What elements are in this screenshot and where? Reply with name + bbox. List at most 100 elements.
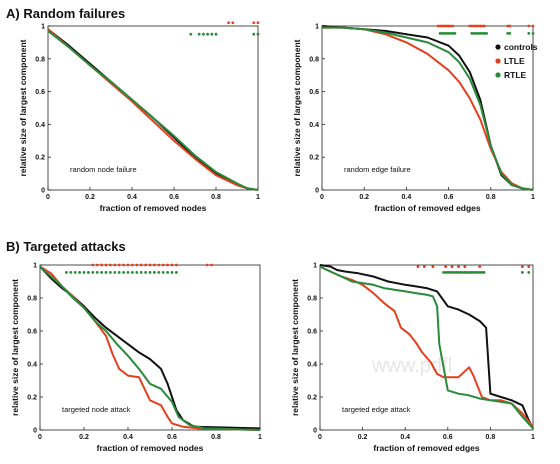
significance-marker (438, 31, 442, 35)
significance-marker (447, 24, 450, 28)
significance-marker (438, 24, 442, 28)
plot-frame (319, 264, 534, 431)
x-tick-label: 0.2 (85, 194, 95, 201)
y-tick-label: 0.2 (27, 395, 37, 402)
y-tick-label: 0.4 (35, 122, 45, 129)
significance-marker (478, 271, 482, 274)
significance-marker (450, 271, 454, 274)
significance-marker (135, 271, 139, 274)
panel-2: 0 0.2 0.4 0.6 0.8 1 0 0.2 0.4 0.6 0.8 1 fraction of … (292, 24, 535, 214)
significance-marker (104, 263, 108, 267)
significance-marker (126, 271, 130, 274)
significance-marker (87, 271, 90, 274)
significance-marker (189, 32, 193, 36)
significance-marker (144, 271, 148, 274)
x-tick-label: 1 (531, 194, 535, 201)
y-tick-label: 1 (315, 24, 319, 31)
significance-marker (454, 271, 458, 274)
significance-marker (144, 263, 148, 267)
legend: controls LTLE RTLE (495, 42, 538, 80)
significance-marker (468, 24, 472, 28)
significance-marker (197, 32, 201, 36)
significance-marker (478, 31, 482, 35)
legend-label: controls (504, 42, 538, 52)
significance-marker (471, 271, 475, 274)
significance-marker (453, 31, 457, 35)
significance-marker (474, 271, 477, 274)
significance-marker (452, 271, 456, 274)
significance-marker (442, 24, 446, 28)
significance-marker (478, 24, 482, 28)
panel-annotation: random edge failure (344, 165, 411, 174)
significance-marker (531, 24, 535, 28)
y-tick-label: 0.4 (27, 362, 37, 369)
y-tick-label: 0.4 (307, 362, 317, 369)
significance-marker (122, 271, 125, 274)
significance-marker (483, 31, 486, 35)
x-tick-label: 0.8 (486, 434, 496, 441)
significance-marker (161, 271, 165, 274)
significance-marker (256, 21, 260, 25)
significance-marker (446, 271, 450, 274)
significance-marker (117, 263, 121, 267)
legend-marker (495, 44, 501, 50)
legend-marker (495, 58, 501, 64)
significance-marker (444, 271, 448, 274)
significance-marker (95, 271, 99, 274)
plot-frame (47, 25, 259, 191)
significance-marker (480, 24, 484, 28)
x-tick-label: 0 (38, 434, 42, 441)
significance-marker (161, 263, 165, 267)
y-axis-label: relative size of largest component (290, 279, 300, 416)
significance-marker (113, 263, 117, 267)
x-tick-label: 0 (320, 194, 324, 201)
significance-marker (135, 263, 139, 267)
significance-marker (448, 271, 452, 274)
significance-marker (480, 271, 484, 274)
significance-marker (527, 271, 531, 274)
significance-marker (170, 263, 174, 267)
significance-marker (527, 265, 531, 269)
significance-marker (451, 31, 455, 35)
significance-marker (478, 265, 482, 269)
significance-marker (451, 24, 455, 28)
y-tick-label: 0 (313, 428, 317, 435)
significance-marker (205, 263, 209, 267)
series-line-3 (39, 265, 261, 431)
x-tick-label: 0.4 (400, 434, 410, 441)
x-axis-label: fraction of removed edges (373, 443, 480, 453)
significance-marker (139, 271, 143, 274)
significance-marker (175, 263, 178, 267)
y-tick-label: 0.2 (307, 395, 317, 402)
significance-marker (480, 31, 484, 35)
y-axis-label: relative size of largest component (18, 39, 28, 176)
significance-marker (148, 271, 152, 274)
significance-marker (442, 271, 445, 274)
significance-marker (444, 265, 448, 269)
significance-marker (459, 271, 462, 274)
y-tick-label: 0.8 (309, 56, 319, 63)
x-axis-label: fraction of removed edges (374, 203, 481, 213)
significance-marker (69, 271, 73, 274)
significance-marker (210, 263, 214, 267)
significance-marker (520, 265, 524, 269)
significance-marker (166, 263, 170, 267)
significance-marker (474, 24, 478, 28)
significance-marker (463, 271, 467, 274)
x-tick-label: 0.6 (443, 434, 453, 441)
series-line-1 (319, 264, 534, 429)
significance-marker (148, 263, 152, 267)
significance-marker (157, 271, 161, 274)
x-tick-label: 0.8 (486, 194, 496, 201)
x-axis-label: fraction of removed nodes (97, 443, 204, 453)
significance-marker (157, 263, 161, 267)
significance-marker (531, 31, 535, 35)
x-tick-label: 1 (256, 194, 260, 201)
significance-marker (463, 265, 467, 269)
significance-marker (506, 24, 510, 28)
y-tick-label: 0.2 (309, 155, 319, 162)
y-tick-label: 0.6 (307, 329, 317, 336)
x-tick-label: 0.8 (211, 194, 221, 201)
significance-marker (465, 271, 469, 274)
